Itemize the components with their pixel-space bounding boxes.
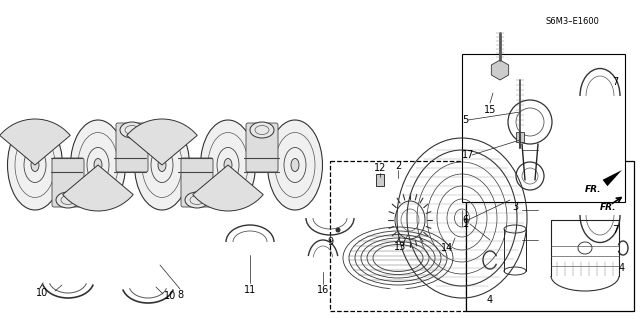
Text: 6: 6 [462, 215, 468, 225]
Ellipse shape [291, 159, 299, 172]
Text: 9: 9 [327, 237, 333, 247]
Text: 2: 2 [395, 161, 401, 171]
Bar [330, 161, 466, 311]
Text: 16: 16 [317, 285, 329, 295]
Text: 17: 17 [462, 150, 474, 160]
Polygon shape [603, 170, 622, 186]
Text: FR.: FR. [584, 186, 601, 195]
Text: 1: 1 [463, 219, 469, 229]
Text: 4: 4 [619, 263, 625, 273]
Text: 12: 12 [374, 163, 386, 173]
Ellipse shape [8, 120, 63, 210]
Text: 8: 8 [177, 290, 183, 300]
Bar [51, 158, 82, 172]
Bar [462, 54, 625, 202]
Text: 10: 10 [164, 291, 176, 301]
Text: 7: 7 [612, 225, 618, 235]
Text: 15: 15 [484, 105, 496, 115]
Wedge shape [193, 165, 263, 211]
Ellipse shape [250, 122, 274, 138]
Ellipse shape [134, 120, 189, 210]
Bar [516, 132, 524, 142]
Bar [178, 158, 212, 172]
Text: S6M3–E1600: S6M3–E1600 [545, 18, 599, 26]
Ellipse shape [31, 159, 39, 172]
FancyBboxPatch shape [181, 158, 213, 207]
Circle shape [335, 227, 340, 233]
Bar [244, 158, 279, 172]
Wedge shape [0, 119, 70, 165]
Text: 13: 13 [394, 242, 406, 252]
Bar [466, 161, 634, 311]
Text: 5: 5 [462, 115, 468, 125]
Ellipse shape [120, 122, 144, 138]
Ellipse shape [185, 192, 209, 208]
Text: 7: 7 [612, 77, 618, 87]
Ellipse shape [158, 159, 166, 172]
Ellipse shape [224, 159, 232, 172]
Ellipse shape [70, 120, 125, 210]
FancyBboxPatch shape [52, 158, 84, 207]
Wedge shape [63, 165, 133, 211]
Text: 11: 11 [244, 285, 256, 295]
FancyBboxPatch shape [246, 123, 278, 172]
Wedge shape [127, 119, 197, 165]
Ellipse shape [94, 159, 102, 172]
Ellipse shape [200, 120, 255, 210]
Text: 14: 14 [441, 243, 453, 253]
Text: FR.: FR. [600, 203, 616, 211]
FancyBboxPatch shape [116, 123, 148, 172]
Bar [114, 158, 146, 172]
Ellipse shape [56, 192, 80, 208]
Text: 10: 10 [36, 288, 48, 298]
Bar [376, 174, 384, 186]
Text: 3: 3 [512, 202, 518, 212]
Text: 4: 4 [487, 295, 493, 305]
Ellipse shape [268, 120, 323, 210]
